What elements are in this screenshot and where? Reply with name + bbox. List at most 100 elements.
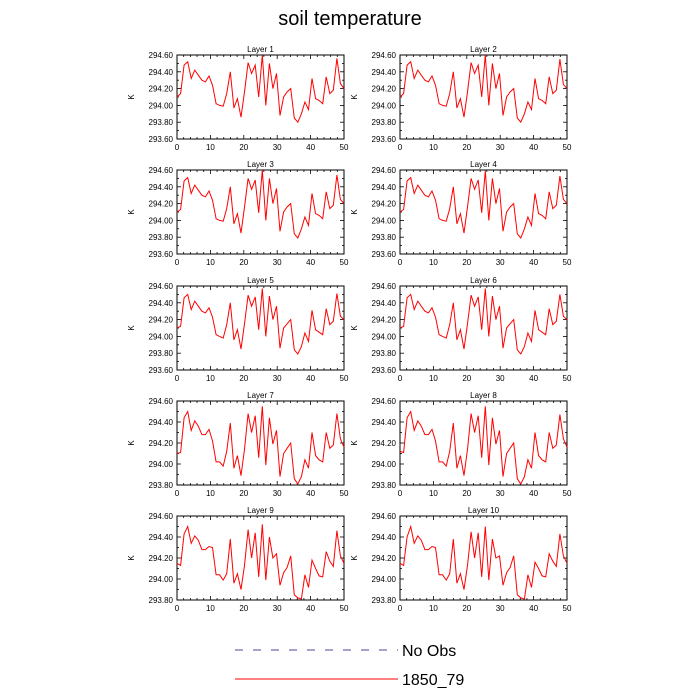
x-tick-label: 0 bbox=[175, 374, 180, 383]
x-tick-label: 50 bbox=[340, 143, 349, 152]
plot-frame bbox=[399, 54, 568, 140]
y-tick-label: 294.60 bbox=[149, 282, 174, 291]
panel-title: Layer 7 bbox=[247, 391, 274, 400]
y-axis-label: K bbox=[127, 209, 136, 215]
x-tick-label: 10 bbox=[429, 489, 438, 498]
y-tick-label: 294.40 bbox=[149, 183, 174, 192]
y-tick-label: 294.40 bbox=[149, 299, 174, 308]
panel-5: Layer 5 K 0 10 20 30 40 50 293.60 293.80 294.00 294… bbox=[127, 276, 349, 383]
x-tick-label: 50 bbox=[340, 258, 349, 267]
x-tick-label: 50 bbox=[563, 489, 572, 498]
y-tick-label: 293.80 bbox=[372, 118, 397, 127]
panel-title: Layer 5 bbox=[247, 276, 274, 285]
y-tick-label: 293.80 bbox=[149, 118, 174, 127]
x-tick-label: 10 bbox=[206, 374, 215, 383]
x-tick-label: 40 bbox=[529, 258, 538, 267]
x-tick-label: 40 bbox=[306, 143, 315, 152]
y-tick-label: 293.80 bbox=[149, 349, 174, 358]
x-tick-label: 30 bbox=[273, 258, 282, 267]
x-tick-label: 10 bbox=[429, 374, 438, 383]
x-tick-label: 0 bbox=[175, 143, 180, 152]
legend: No Obs 1850_79 bbox=[235, 643, 464, 689]
y-tick-label: 294.00 bbox=[149, 216, 174, 225]
y-tick-label: 294.20 bbox=[372, 554, 397, 563]
y-tick-label: 294.40 bbox=[149, 533, 174, 542]
x-tick-label: 40 bbox=[306, 489, 315, 498]
y-axis-label: K bbox=[350, 325, 359, 331]
x-tick-label: 30 bbox=[496, 258, 505, 267]
y-tick-label: 294.60 bbox=[149, 51, 174, 60]
y-axis-label: K bbox=[350, 94, 359, 100]
x-tick-label: 10 bbox=[429, 143, 438, 152]
plot-frame bbox=[176, 400, 345, 486]
x-tick-label: 0 bbox=[398, 143, 403, 152]
x-tick-label: 10 bbox=[206, 604, 215, 613]
panel-6: Layer 6 K 0 10 20 30 40 50 293.60 293.80 294.00 294… bbox=[350, 276, 572, 383]
panel-8: Layer 8 K 0 10 20 30 40 50 293.80 294.00 294.20 294… bbox=[350, 391, 572, 498]
x-tick-label: 40 bbox=[306, 374, 315, 383]
x-tick-label: 30 bbox=[273, 604, 282, 613]
x-tick-label: 20 bbox=[462, 604, 471, 613]
series-line bbox=[399, 406, 568, 486]
x-tick-label: 0 bbox=[175, 604, 180, 613]
y-tick-label: 294.20 bbox=[372, 200, 397, 209]
y-tick-label: 294.20 bbox=[149, 316, 174, 325]
y-tick-label: 294.40 bbox=[149, 68, 174, 77]
x-tick-label: 30 bbox=[273, 489, 282, 498]
y-tick-label: 293.60 bbox=[149, 250, 174, 259]
y-axis-label: K bbox=[350, 440, 359, 446]
y-tick-label: 294.60 bbox=[372, 282, 397, 291]
x-tick-label: 50 bbox=[563, 604, 572, 613]
plot-frame bbox=[399, 169, 568, 255]
panel-4: Layer 4 K 0 10 20 30 40 50 293.60 293.80 294.00 294… bbox=[350, 160, 572, 267]
x-tick-label: 40 bbox=[529, 374, 538, 383]
x-tick-label: 50 bbox=[340, 374, 349, 383]
legend-label-1: No Obs bbox=[402, 643, 456, 660]
y-tick-label: 293.80 bbox=[149, 596, 174, 605]
y-tick-label: 294.20 bbox=[372, 316, 397, 325]
y-tick-label: 294.20 bbox=[372, 439, 397, 448]
y-tick-label: 294.00 bbox=[149, 460, 174, 469]
panel-10: Layer 10 K 0 10 20 30 40 50 293.80 294.00 294.20 29… bbox=[350, 506, 572, 613]
x-tick-label: 50 bbox=[563, 374, 572, 383]
y-tick-label: 294.20 bbox=[149, 439, 174, 448]
panel-title: Layer 4 bbox=[470, 160, 497, 169]
y-tick-label: 294.60 bbox=[149, 397, 174, 406]
y-tick-label: 294.00 bbox=[149, 575, 174, 584]
series-line bbox=[176, 524, 345, 600]
panel-title: Layer 9 bbox=[247, 506, 274, 515]
plot-frame bbox=[176, 54, 345, 140]
y-tick-label: 294.20 bbox=[149, 85, 174, 94]
x-tick-label: 20 bbox=[239, 604, 248, 613]
panel-title: Layer 1 bbox=[247, 45, 274, 54]
x-tick-label: 20 bbox=[239, 374, 248, 383]
y-axis-label: K bbox=[127, 94, 136, 100]
x-tick-label: 0 bbox=[175, 258, 180, 267]
panel-title: Layer 6 bbox=[470, 276, 497, 285]
x-tick-label: 30 bbox=[496, 143, 505, 152]
panel-title: Layer 2 bbox=[470, 45, 497, 54]
y-tick-label: 294.60 bbox=[372, 397, 397, 406]
y-axis-label: K bbox=[127, 325, 136, 331]
panel-title: Layer 3 bbox=[247, 160, 274, 169]
y-tick-label: 294.00 bbox=[372, 101, 397, 110]
y-axis-label: K bbox=[127, 440, 136, 446]
x-tick-label: 20 bbox=[239, 143, 248, 152]
series-line bbox=[399, 524, 568, 600]
x-tick-label: 0 bbox=[398, 374, 403, 383]
panel-2: Layer 2 K 0 10 20 30 40 50 293.60 293.80 294.00 294… bbox=[350, 45, 572, 152]
legend-label-2: 1850_79 bbox=[402, 672, 464, 689]
y-tick-label: 294.60 bbox=[149, 166, 174, 175]
x-tick-label: 20 bbox=[462, 374, 471, 383]
x-tick-label: 10 bbox=[206, 143, 215, 152]
y-tick-label: 294.40 bbox=[372, 183, 397, 192]
x-tick-label: 10 bbox=[206, 258, 215, 267]
panel-7: Layer 7 K 0 10 20 30 40 50 293.80 294.00 294.20 294… bbox=[127, 391, 349, 498]
x-tick-label: 30 bbox=[496, 374, 505, 383]
panel-title: Layer 10 bbox=[468, 506, 500, 515]
x-tick-label: 10 bbox=[429, 258, 438, 267]
x-tick-label: 50 bbox=[563, 258, 572, 267]
y-axis-label: K bbox=[127, 555, 136, 561]
y-tick-label: 293.80 bbox=[372, 481, 397, 490]
plot-frame bbox=[176, 169, 345, 255]
